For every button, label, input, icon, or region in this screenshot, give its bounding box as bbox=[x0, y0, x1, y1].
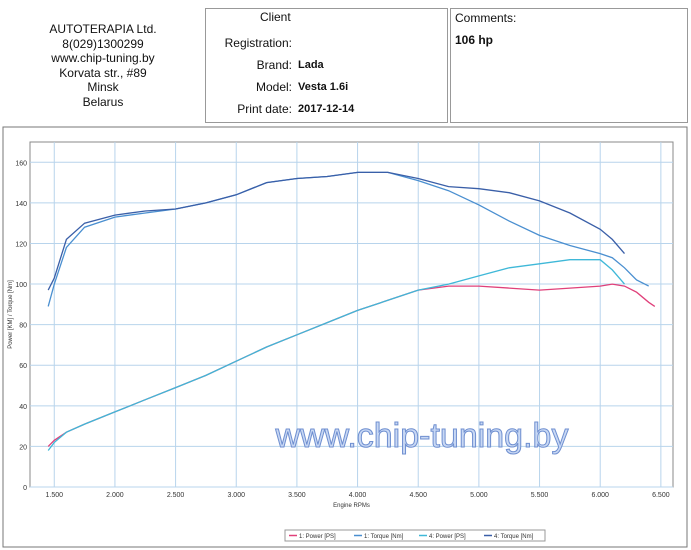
series-line bbox=[47, 171, 625, 291]
y-tick-label: 60 bbox=[19, 363, 27, 370]
x-tick-label: 5.500 bbox=[531, 492, 549, 499]
y-tick-label: 160 bbox=[15, 160, 27, 167]
y-axis-title: Power [KM] / Torque [Nm] bbox=[8, 280, 14, 349]
field-value: 2017-12-14 bbox=[298, 103, 355, 115]
legend-label: 4: Power [PS] bbox=[429, 534, 466, 540]
company-line: Minsk bbox=[87, 80, 119, 94]
legend-label: 1: Torque [Nm] bbox=[364, 534, 404, 540]
company-info: AUTOTERAPIA Ltd. 8(029)1300299 www.chip-… bbox=[10, 22, 196, 109]
comments-title: Comments: bbox=[455, 11, 517, 25]
y-tick-label: 0 bbox=[23, 485, 27, 492]
y-tick-label: 80 bbox=[19, 323, 27, 330]
field-label: Model: bbox=[255, 80, 292, 94]
x-tick-label: 6.000 bbox=[591, 492, 609, 499]
field-values: Lada Vesta 1.6i 2017-12-14 bbox=[298, 32, 354, 120]
field-labels: Registration: Brand: Model: Print date: bbox=[206, 32, 292, 120]
client-box bbox=[205, 8, 448, 123]
x-tick-label: 4.000 bbox=[349, 492, 367, 499]
field-label: Registration: bbox=[224, 36, 292, 50]
company-line: Korvata str., #89 bbox=[59, 65, 147, 80]
company-line: AUTOTERAPIA Ltd. bbox=[49, 22, 157, 36]
x-tick-label: 1.500 bbox=[45, 492, 63, 499]
field-label: Brand: bbox=[256, 58, 292, 72]
legend-label: 1: Power [PS] bbox=[299, 534, 336, 540]
comments-box bbox=[450, 8, 688, 123]
field-label: Print date: bbox=[237, 102, 292, 116]
x-axis-title: Engine RPMs bbox=[333, 503, 370, 509]
comments-text: 106 hp bbox=[455, 33, 494, 47]
field-value: Lada bbox=[298, 59, 324, 71]
y-tick-label: 40 bbox=[19, 404, 27, 411]
chart-frame bbox=[2, 126, 688, 548]
company-line: Belarus bbox=[82, 94, 124, 109]
x-tick-label: 2.000 bbox=[106, 492, 124, 499]
x-tick-label: 6.500 bbox=[652, 492, 670, 499]
y-tick-label: 140 bbox=[15, 201, 27, 208]
legend-label: 4: Torque [Nm] bbox=[494, 534, 534, 540]
client-title: Client bbox=[260, 10, 291, 24]
x-tick-label: 3.500 bbox=[288, 492, 306, 499]
x-tick-label: 3.000 bbox=[227, 492, 245, 499]
watermark: www.chip-tuning.by bbox=[275, 417, 569, 455]
x-tick-label: 4.500 bbox=[409, 492, 427, 499]
y-tick-label: 120 bbox=[15, 241, 27, 248]
company-line: 8(029)1300299 bbox=[62, 36, 144, 51]
company-line: www.chip-tuning.by bbox=[51, 51, 155, 65]
legend-box bbox=[284, 529, 546, 542]
plot-area bbox=[29, 141, 674, 488]
series-line bbox=[47, 259, 625, 451]
field-value: Vesta 1.6i bbox=[298, 81, 349, 93]
x-tick-label: 2.500 bbox=[167, 492, 185, 499]
y-tick-label: 100 bbox=[15, 282, 27, 289]
y-tick-label: 20 bbox=[19, 444, 27, 451]
x-tick-label: 5.000 bbox=[470, 492, 488, 499]
